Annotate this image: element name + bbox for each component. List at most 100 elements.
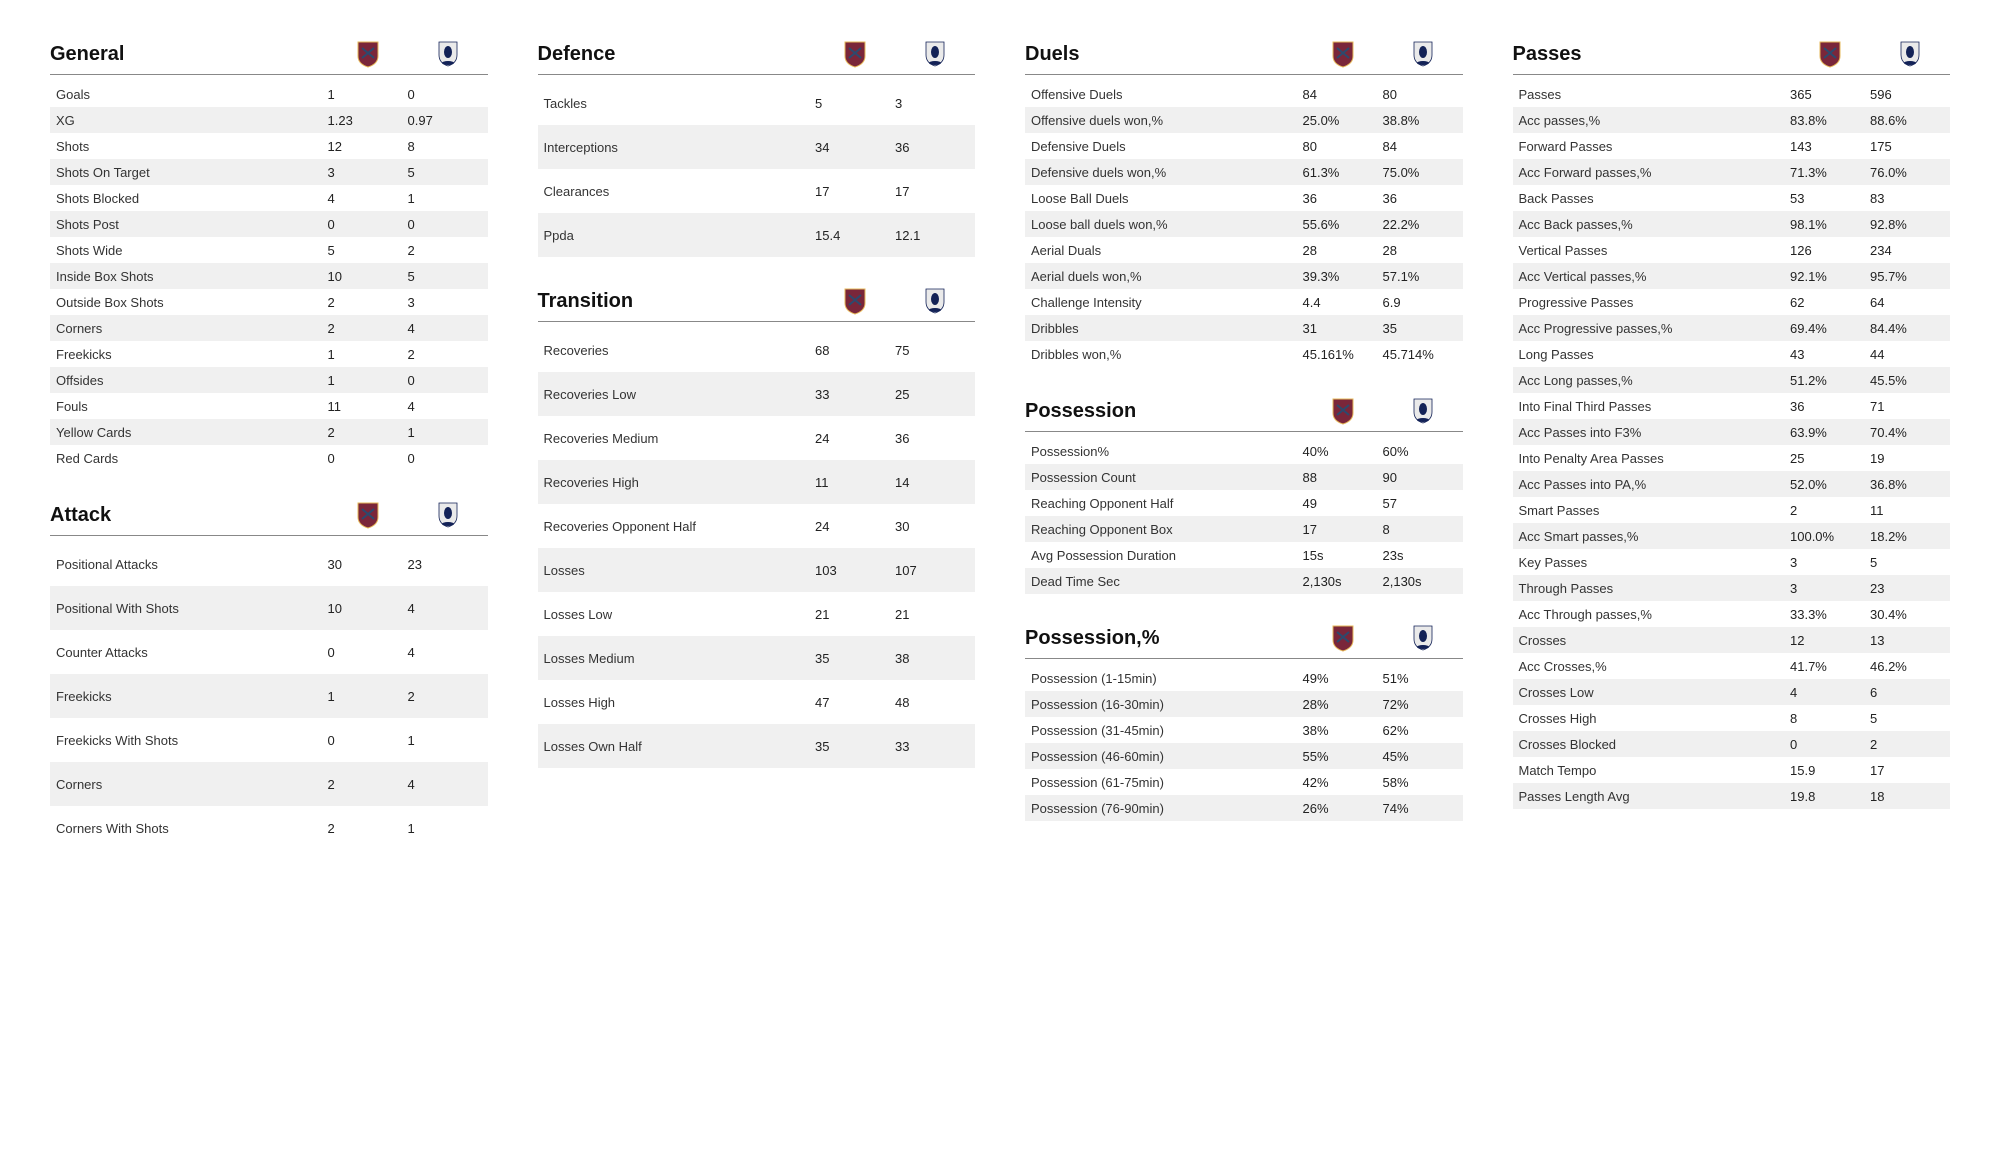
stat-value-team2: 12.1 <box>889 228 969 243</box>
crest-cell-team2 <box>1870 40 1950 68</box>
stat-value-team2: 88.6% <box>1864 113 1944 128</box>
stat-value-team1: 1 <box>322 347 402 362</box>
stat-value-team2: 71 <box>1864 399 1944 414</box>
stat-label: Freekicks <box>56 347 322 362</box>
stat-row: Losses High 47 48 <box>538 680 976 724</box>
stat-label: Possession (76-90min) <box>1031 801 1297 816</box>
stat-row: Positional Attacks 30 23 <box>50 542 488 586</box>
team1-crest-icon <box>356 501 380 529</box>
stat-value-team2: 70.4% <box>1864 425 1944 440</box>
stat-value-team1: 24 <box>809 431 889 446</box>
stat-value-team1: 33 <box>809 387 889 402</box>
stat-row: Corners With Shots 2 1 <box>50 806 488 850</box>
stat-row: Acc Crosses,% 41.7% 46.2% <box>1513 653 1951 679</box>
stat-value-team1: 25.0% <box>1297 113 1377 128</box>
stat-value-team1: 15s <box>1297 548 1377 563</box>
stat-value-team2: 83 <box>1864 191 1944 206</box>
stat-value-team2: 36.8% <box>1864 477 1944 492</box>
stat-label: Acc Forward passes,% <box>1519 165 1785 180</box>
stat-row: Offensive duels won,% 25.0% 38.8% <box>1025 107 1463 133</box>
stat-value-team1: 28 <box>1297 243 1377 258</box>
stat-row: Losses Low 21 21 <box>538 592 976 636</box>
stat-value-team1: 80 <box>1297 139 1377 154</box>
stat-row: Shots 12 8 <box>50 133 488 159</box>
section-body: Positional Attacks 30 23 Positional With… <box>50 542 488 850</box>
stat-row: Possession (61-75min) 42% 58% <box>1025 769 1463 795</box>
stat-value-team1: 8 <box>1784 711 1864 726</box>
stat-label: Acc Crosses,% <box>1519 659 1785 674</box>
section-possession_pct: Possession,% Possession (1-15min) 49% 51… <box>1025 624 1463 821</box>
stat-label: Shots <box>56 139 322 154</box>
stat-label: Goals <box>56 87 322 102</box>
stat-value-team2: 76.0% <box>1864 165 1944 180</box>
stat-row: Goals 1 0 <box>50 81 488 107</box>
stat-row: Dribbles won,% 45.161% 45.714% <box>1025 341 1463 367</box>
stat-label: Acc passes,% <box>1519 113 1785 128</box>
team2-crest-icon <box>1898 40 1922 68</box>
stat-value-team2: 30.4% <box>1864 607 1944 622</box>
team1-crest-icon <box>843 40 867 68</box>
stat-value-team1: 31 <box>1297 321 1377 336</box>
stat-value-team2: 8 <box>402 139 482 154</box>
stat-row: Recoveries Low 33 25 <box>538 372 976 416</box>
stat-label: Corners <box>56 321 322 336</box>
stat-value-team2: 80 <box>1377 87 1457 102</box>
stat-row: Key Passes 3 5 <box>1513 549 1951 575</box>
stat-row: Reaching Opponent Box 17 8 <box>1025 516 1463 542</box>
stat-label: Shots Post <box>56 217 322 232</box>
stat-value-team1: 15.9 <box>1784 763 1864 778</box>
stat-value-team2: 3 <box>402 295 482 310</box>
team1-crest-icon <box>1818 40 1842 68</box>
stat-row: Acc Back passes,% 98.1% 92.8% <box>1513 211 1951 237</box>
stat-label: Ppda <box>544 228 810 243</box>
stat-label: Passes <box>1519 87 1785 102</box>
stat-row: Crosses Blocked 0 2 <box>1513 731 1951 757</box>
stat-value-team1: 28% <box>1297 697 1377 712</box>
stat-value-team2: 8 <box>1377 522 1457 537</box>
stat-label: Challenge Intensity <box>1031 295 1297 310</box>
stat-value-team1: 21 <box>809 607 889 622</box>
stat-row: Possession% 40% 60% <box>1025 438 1463 464</box>
stat-row: Acc Vertical passes,% 92.1% 95.7% <box>1513 263 1951 289</box>
section-title: Passes <box>1513 43 1791 66</box>
stat-row: Crosses High 8 5 <box>1513 705 1951 731</box>
team2-crest-icon <box>923 287 947 315</box>
stat-row: Freekicks 1 2 <box>50 674 488 718</box>
stat-value-team1: 47 <box>809 695 889 710</box>
stat-label: Crosses High <box>1519 711 1785 726</box>
stat-value-team1: 0 <box>322 451 402 466</box>
stat-label: Progressive Passes <box>1519 295 1785 310</box>
crest-cell-team2 <box>1383 397 1463 425</box>
stat-value-team1: 55.6% <box>1297 217 1377 232</box>
stat-row: Acc Forward passes,% 71.3% 76.0% <box>1513 159 1951 185</box>
stat-value-team1: 0 <box>322 217 402 232</box>
stat-row: Red Cards 0 0 <box>50 445 488 471</box>
stat-label: Outside Box Shots <box>56 295 322 310</box>
stat-value-team2: 1 <box>402 425 482 440</box>
crest-cell-team1 <box>1790 40 1870 68</box>
stat-value-team1: 2 <box>322 295 402 310</box>
stat-value-team1: 15.4 <box>809 228 889 243</box>
stat-row: Shots Wide 5 2 <box>50 237 488 263</box>
stat-value-team2: 38.8% <box>1377 113 1457 128</box>
stat-row: Crosses 12 13 <box>1513 627 1951 653</box>
stat-value-team2: 234 <box>1864 243 1944 258</box>
stat-label: Reaching Opponent Half <box>1031 496 1297 511</box>
stat-value-team2: 36 <box>889 431 969 446</box>
stat-label: Into Penalty Area Passes <box>1519 451 1785 466</box>
stat-value-team1: 84 <box>1297 87 1377 102</box>
stat-row: Inside Box Shots 10 5 <box>50 263 488 289</box>
stat-value-team1: 35 <box>809 651 889 666</box>
stat-value-team1: 10 <box>322 269 402 284</box>
stat-row: Smart Passes 2 11 <box>1513 497 1951 523</box>
section-title: Possession,% <box>1025 627 1303 650</box>
stat-row: Loose ball duels won,% 55.6% 22.2% <box>1025 211 1463 237</box>
stat-row: Possession (46-60min) 55% 45% <box>1025 743 1463 769</box>
stat-label: Possession (46-60min) <box>1031 749 1297 764</box>
crest-cell-team1 <box>328 40 408 68</box>
stat-value-team2: 0 <box>402 217 482 232</box>
stat-row: Acc Through passes,% 33.3% 30.4% <box>1513 601 1951 627</box>
stat-value-team1: 25 <box>1784 451 1864 466</box>
stat-label: Aerial Duals <box>1031 243 1297 258</box>
stat-row: Recoveries Opponent Half 24 30 <box>538 504 976 548</box>
